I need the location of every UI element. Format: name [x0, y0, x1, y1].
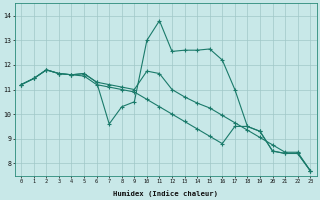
- X-axis label: Humidex (Indice chaleur): Humidex (Indice chaleur): [113, 190, 218, 197]
